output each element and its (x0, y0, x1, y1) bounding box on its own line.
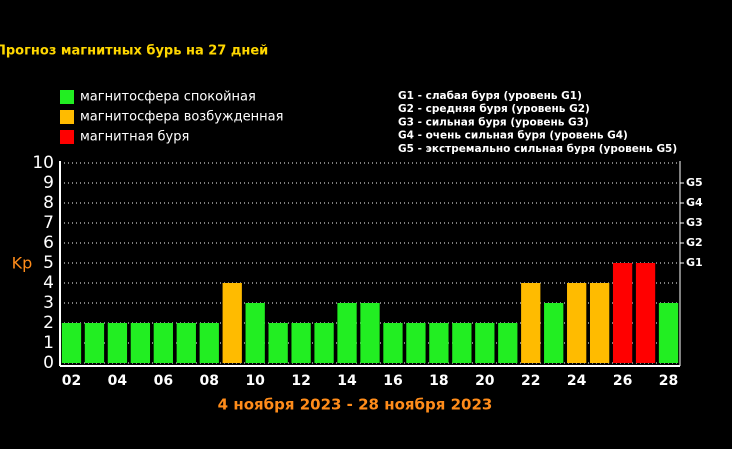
x-tick-label: 16 (383, 373, 402, 389)
bar (360, 303, 380, 363)
bar (429, 323, 449, 363)
chart-title: Прогноз магнитных бурь на 27 дней (0, 44, 268, 59)
legend-label: магнитосфера спокойная (80, 90, 256, 105)
bar (107, 323, 128, 363)
x-tick-label: 22 (521, 373, 540, 389)
y-tick-label: 8 (43, 193, 54, 213)
x-tick-label: 28 (659, 373, 678, 389)
bar (452, 323, 472, 363)
y-tick-label: 4 (43, 273, 54, 293)
bar (291, 323, 311, 363)
bar (268, 323, 288, 363)
y-tick-label: 10 (32, 153, 54, 173)
y-tick-label: 2 (43, 313, 54, 333)
bar (245, 303, 265, 363)
x-tick-label: 04 (108, 373, 128, 389)
bar (589, 283, 610, 363)
bar (199, 323, 219, 363)
y-tick-label: 1 (43, 333, 54, 353)
bar (635, 263, 656, 363)
legend-label: магнитосфера возбужденная (80, 110, 283, 125)
y2-tick-label: G4 (686, 196, 703, 209)
bar (406, 323, 426, 363)
x-tick-label: 02 (62, 373, 81, 389)
bar (612, 263, 633, 363)
x-tick-label: 06 (154, 373, 173, 389)
y-tick-label: 6 (43, 233, 54, 253)
legend-swatch (60, 130, 74, 144)
x-tick-label: 24 (567, 373, 587, 389)
y2-tick-label: G3 (686, 216, 703, 229)
legend-label: магнитная буря (80, 130, 189, 145)
note: G1 - слабая буря (уровень G1) (398, 90, 582, 102)
note: G5 - экстремально сильная буря (уровень … (398, 143, 677, 155)
bar (658, 303, 679, 363)
note: G3 - сильная буря (уровень G3) (398, 116, 589, 128)
y2-tick-label: G1 (686, 256, 703, 269)
bar (61, 323, 82, 363)
y-tick-label: 9 (43, 173, 54, 193)
y-tick-label: 0 (43, 353, 54, 373)
bar (84, 323, 105, 363)
y-tick-label: 3 (43, 293, 54, 313)
bar (475, 323, 495, 363)
bar (337, 303, 357, 363)
x-tick-label: 14 (337, 373, 357, 389)
y-tick-label: 7 (43, 213, 54, 233)
y2-tick-label: G2 (686, 236, 703, 249)
y2-tick-label: G5 (686, 176, 703, 189)
y-axis-label: Kp (12, 254, 33, 273)
x-tick-label: 12 (291, 373, 310, 389)
bar (544, 303, 564, 363)
y-tick-label: 5 (43, 253, 54, 273)
bar (314, 323, 334, 363)
bar (222, 283, 242, 363)
x-tick-label: 08 (200, 373, 219, 389)
bar (521, 283, 541, 363)
bar (176, 323, 196, 363)
x-tick-label: 20 (475, 373, 495, 389)
x-tick-label: 26 (613, 373, 632, 389)
bar (130, 323, 151, 363)
bar (567, 283, 587, 363)
bar (153, 323, 173, 363)
x-tick-label: 10 (245, 373, 265, 389)
legend-swatch (60, 90, 74, 104)
bar (498, 323, 518, 363)
note: G2 - средняя буря (уровень G2) (398, 103, 590, 115)
legend-swatch (60, 110, 74, 124)
note: G4 - очень сильная буря (уровень G4) (398, 130, 628, 142)
bar (383, 323, 403, 363)
chart-subtitle: 4 ноября 2023 - 28 ноября 2023 (218, 396, 493, 414)
x-tick-label: 18 (429, 373, 448, 389)
